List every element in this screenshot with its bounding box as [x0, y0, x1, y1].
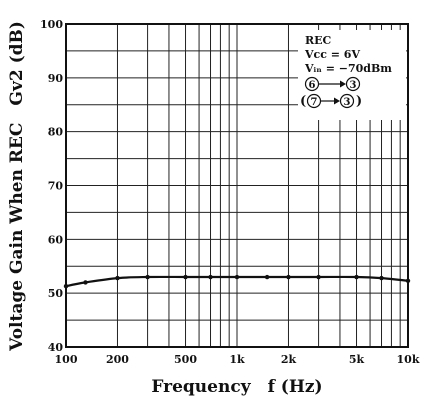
- data-point: [145, 274, 150, 280]
- data-point: [264, 274, 270, 280]
- path1-to-circle: [345, 76, 361, 92]
- y-tick-label: 40: [48, 341, 64, 354]
- path1-arrow-head: [340, 80, 346, 88]
- x-tick-label: 1k: [229, 353, 245, 366]
- data-point: [379, 275, 384, 281]
- y-tick-label: 70: [48, 180, 64, 193]
- y-tick-label: 100: [40, 18, 63, 31]
- path2-to-pin: 3: [344, 97, 351, 108]
- y-tick-label: 50: [48, 287, 64, 300]
- paren-open: (: [300, 94, 306, 109]
- data-point: [183, 274, 188, 280]
- y-axis-label: Voltage Gain When REC Gv2 (dB): [7, 21, 27, 352]
- y-tick-label: 80: [48, 126, 64, 139]
- x-tick-label: 500: [174, 353, 197, 366]
- x-tick-label: 10k: [397, 353, 420, 366]
- data-point: [115, 275, 120, 281]
- path2-from-pin: 7: [311, 97, 318, 108]
- x-tick-label: 2k: [281, 353, 297, 366]
- x-tick-labels: 100 200 500 1k 2k 5k 10k: [55, 353, 420, 366]
- path1-to-pin: 3: [350, 80, 357, 91]
- annotation-vin: Vᵢₙ = −70dBm: [304, 62, 392, 75]
- data-point: [234, 274, 240, 280]
- data-point: [354, 274, 359, 280]
- data-point: [316, 274, 321, 280]
- y-tick-labels: 40 50 60 70 80 90 100: [40, 18, 63, 354]
- path1-from-circle: [304, 76, 320, 92]
- path2-arrow-head: [334, 97, 340, 105]
- x-tick-label: 100: [55, 353, 78, 366]
- annotation-vcc: Vcc = 6V: [304, 48, 360, 61]
- x-axis-label: Frequency f (Hz): [151, 377, 322, 397]
- y-tick-label: 60: [48, 233, 64, 246]
- path1-from-pin: 6: [309, 80, 316, 91]
- annotation-mode: REC: [305, 34, 332, 47]
- condition-annotation: REC Vcc = 6V Vᵢₙ = −70dBm 6 3 ( 7 3 ): [298, 30, 406, 120]
- path2-from-circle: [306, 93, 322, 109]
- x-tick-label: 200: [106, 353, 129, 366]
- y-tick-label: 90: [48, 72, 64, 85]
- data-point: [208, 274, 213, 280]
- paren-close: ): [356, 94, 362, 109]
- plot-frame: [65, 23, 409, 348]
- x-tick-label: 5k: [349, 353, 365, 366]
- data-point: [83, 280, 88, 285]
- path2-to-circle: [339, 93, 355, 109]
- data-points: [63, 274, 411, 289]
- data-point: [286, 274, 291, 280]
